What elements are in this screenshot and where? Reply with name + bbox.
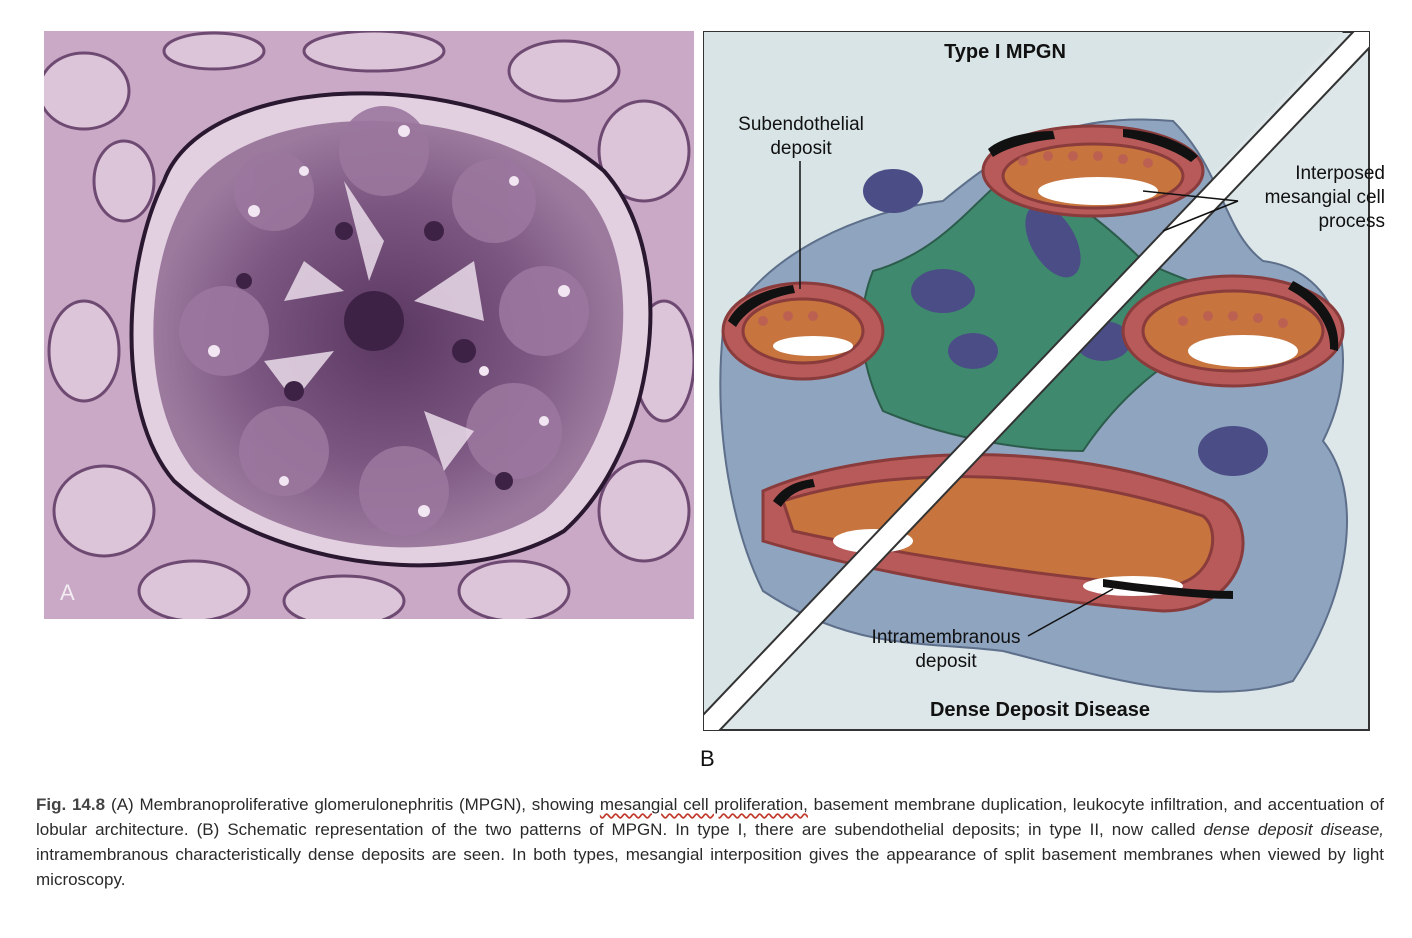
- micrograph-panel-a: [44, 31, 694, 619]
- caption-part-2: basement membrane duplication, leukocyte…: [36, 795, 1384, 839]
- leader-lines: [799, 161, 1239, 637]
- panel-a-label: A: [60, 580, 75, 605]
- deposits: [728, 129, 1339, 599]
- panel-b-label: B: [700, 746, 715, 771]
- caption-italic: dense deposit disease,: [1203, 820, 1385, 839]
- subendothelial-deposit-label: Subendothelial deposit: [738, 114, 864, 159]
- type1-title: Type I MPGN: [944, 41, 1066, 63]
- diagonal-divider: [703, 31, 1370, 731]
- schematic-panel-b: [703, 31, 1370, 731]
- dense-deposit-disease-title: Dense Deposit Disease: [929, 699, 1151, 721]
- caption-part-3: intramembranous characteristically dense…: [36, 845, 1384, 889]
- caption-highlight: mesangial cell proliferation,: [599, 795, 808, 814]
- figure-number: Fig. 14.8: [36, 795, 106, 814]
- glomerulus-micrograph: [44, 31, 694, 619]
- mpgn-schematic: [703, 31, 1370, 731]
- caption-part-1: (A) Membranoproliferative glomerulonephr…: [111, 795, 600, 814]
- intramembranous-deposit-label: Intramembranous deposit: [871, 627, 1021, 672]
- interposed-process-label: Interposed mesangial cell process: [1264, 163, 1385, 232]
- figure-caption: Fig. 14.8 (A) Membranoproliferative glome…: [36, 792, 1384, 892]
